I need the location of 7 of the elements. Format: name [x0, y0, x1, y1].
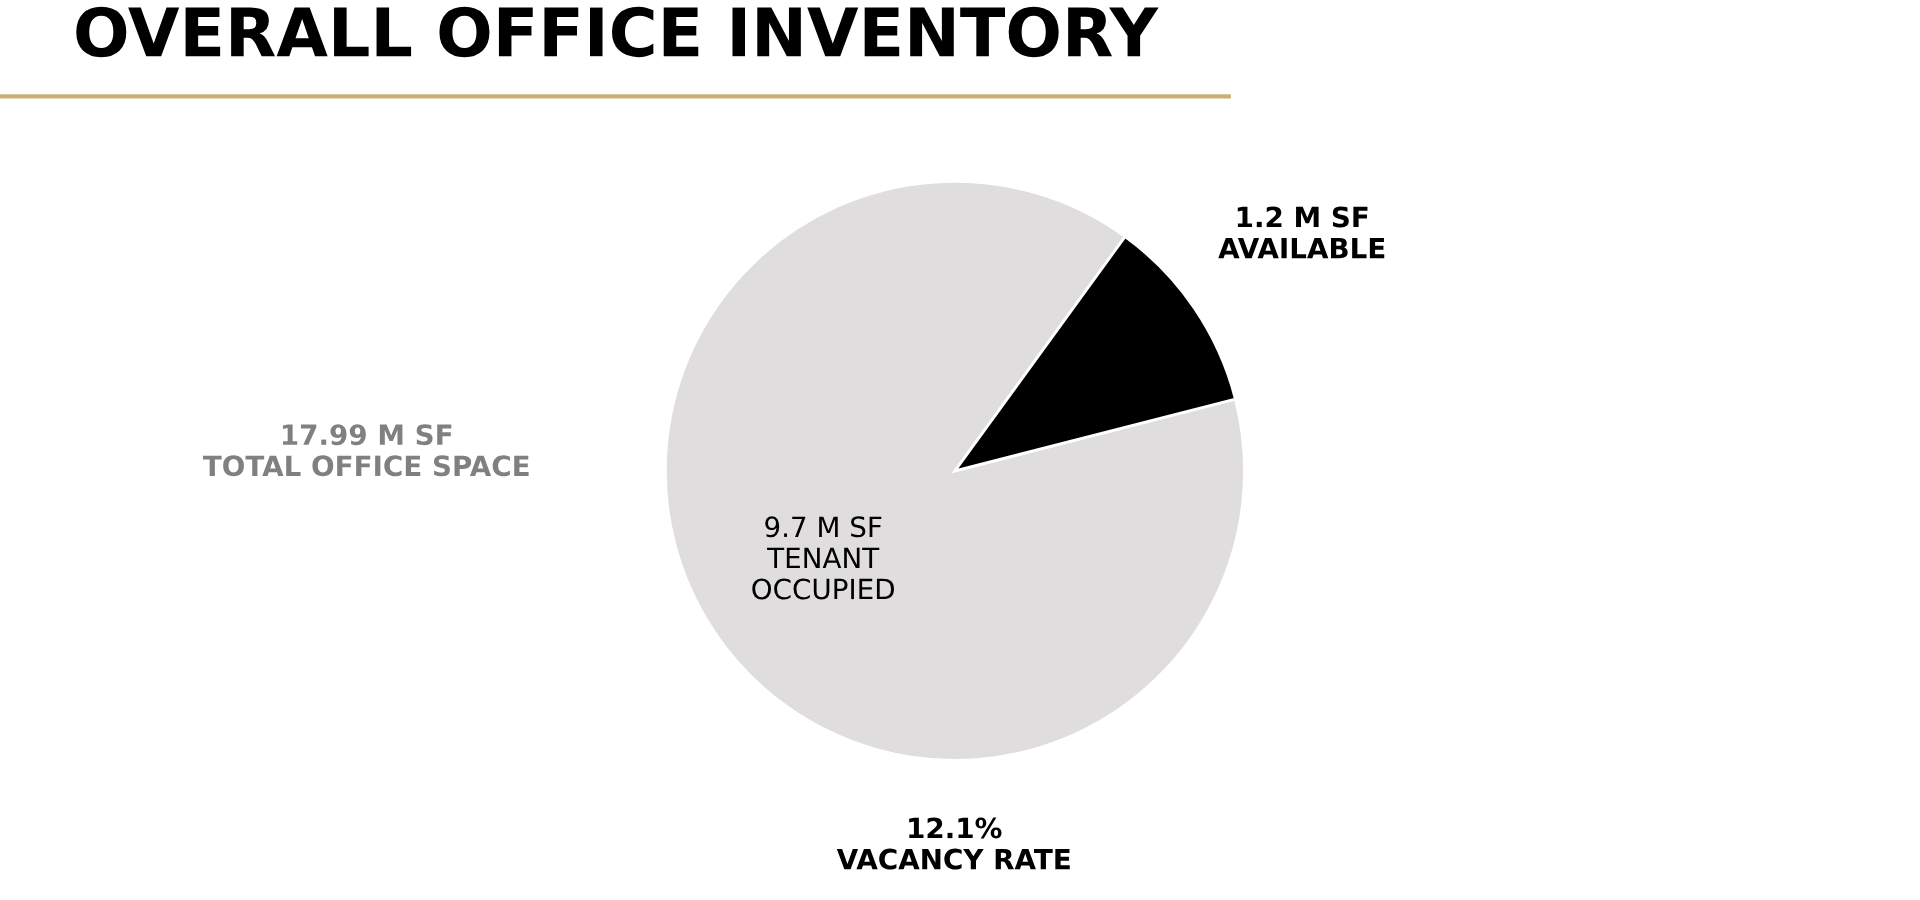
chart-title: OVERALL OFFICE INVENTORY [76, 6, 1159, 58]
data-label: 1.2 M SF [1237, 206, 1368, 228]
text: 12.1% VACANCY RATE [836, 817, 1070, 870]
slice-label: AVAILABLE [1218, 237, 1385, 259]
text: 17.99 M SF TOTAL OFFICE SPACE [202, 424, 529, 477]
slice-label: TENANT OCCUPIED [752, 547, 894, 600]
data-label: 9.7 M SF [765, 516, 882, 538]
